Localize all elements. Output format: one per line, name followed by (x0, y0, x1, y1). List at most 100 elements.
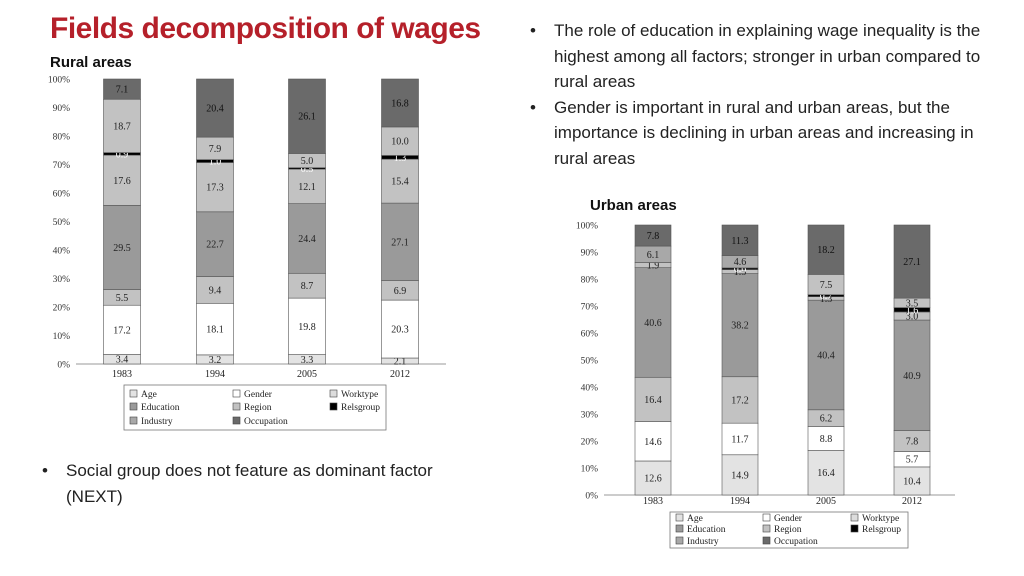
data-label: 18.7 (113, 121, 131, 132)
data-label: 27.1 (903, 257, 921, 268)
bar-segment-region (634, 376, 672, 422)
bar-segment-occupation (893, 224, 931, 299)
y-tick-label: 90% (581, 249, 599, 259)
data-label: 9.4 (209, 285, 222, 296)
y-tick-label: 30% (53, 275, 71, 285)
data-label: 0.6 (734, 264, 747, 275)
bar-segment-region (721, 376, 759, 424)
legend-entry: Relsgroup (862, 525, 901, 535)
data-label: 6.9 (394, 286, 407, 297)
y-tick-label: 60% (581, 330, 599, 340)
bar-segment-occupation (196, 78, 234, 138)
bar-segment-education (103, 205, 141, 290)
data-label: 40.4 (817, 350, 835, 361)
data-label: 29.5 (113, 243, 131, 254)
data-label: 2.1 (394, 357, 407, 368)
bar-segment-gender (103, 304, 141, 355)
data-label: 0.9 (116, 149, 129, 160)
data-label: 40.6 (644, 318, 662, 329)
y-tick-label: 90% (53, 104, 71, 114)
y-tick-label: 0% (585, 492, 598, 502)
bar-segment-gender (381, 299, 419, 359)
legend-entry: Region (774, 525, 802, 535)
x-tick-label: 1983 (643, 496, 663, 507)
data-label: 15.4 (391, 177, 409, 188)
rural-chart-label: Rural areas (50, 54, 132, 71)
data-label: 7.5 (820, 280, 833, 291)
note-social-group: Social group does not feature as dominan… (40, 458, 460, 509)
data-label: 24.4 (298, 234, 316, 245)
legend-swatch (129, 389, 138, 398)
legend-entry: Worktype (862, 514, 899, 524)
legend-entry: Relsgroup (341, 403, 380, 413)
bar-segment-occupation (721, 224, 759, 256)
data-label: 26.1 (298, 112, 316, 123)
data-label: 1.6 (906, 305, 919, 316)
data-label: 5.5 (116, 293, 129, 304)
note-list: Social group does not feature as dominan… (40, 458, 460, 509)
y-tick-label: 10% (53, 332, 71, 342)
data-label: 5.0 (301, 156, 314, 167)
legend-box (669, 511, 909, 549)
data-label: 1.5 (734, 267, 747, 278)
x-tick-label: 1994 (205, 369, 225, 380)
legend-swatch (129, 402, 138, 411)
y-tick-label: 40% (581, 384, 599, 394)
data-label: 17.2 (113, 325, 131, 336)
finding-gender: Gender is important in rural and urban a… (528, 95, 1008, 172)
bar-segment-region (288, 168, 326, 204)
legend-swatch (850, 524, 859, 533)
bar-segment-occupation (634, 224, 672, 247)
findings-list: The role of education in explaining wage… (528, 18, 1008, 171)
y-tick-label: 70% (581, 303, 599, 313)
data-label: 18.1 (206, 325, 224, 336)
legend-swatch (129, 416, 138, 425)
data-label: 10.0 (391, 137, 409, 148)
y-tick-label: 80% (581, 276, 599, 286)
legend-swatch (329, 389, 338, 398)
bar-segment-gender (196, 302, 234, 356)
legend-swatch (762, 536, 771, 545)
data-label: 19.8 (298, 322, 316, 333)
legend-swatch (762, 524, 771, 533)
x-tick-label: 2005 (297, 369, 317, 380)
data-label: 7.8 (647, 231, 660, 242)
data-label: 1.3 (820, 294, 833, 305)
bar-segment-region (381, 158, 419, 204)
legend-entry: Age (687, 514, 703, 524)
legend-entry: Occupation (244, 417, 288, 427)
data-label: 3.0 (906, 311, 919, 322)
bar-segment-region (196, 162, 234, 213)
y-tick-label: 80% (53, 133, 71, 143)
data-label: 5.7 (906, 455, 919, 466)
y-tick-label: 100% (576, 222, 598, 232)
bar-segment-education (893, 319, 931, 431)
data-label: 6.1 (647, 250, 660, 261)
legend-swatch (850, 513, 859, 522)
data-label: 14.9 (731, 470, 749, 481)
bar-segment-region (103, 154, 141, 206)
legend-swatch (675, 536, 684, 545)
bar-segment-age (721, 454, 759, 496)
data-label: 27.1 (391, 237, 409, 248)
data-label: 17.2 (731, 395, 749, 406)
y-tick-label: 70% (53, 161, 71, 171)
legend-box (123, 384, 387, 431)
bar-segment-occupation (807, 224, 845, 275)
data-label: 6.2 (820, 414, 833, 425)
y-tick-label: 20% (581, 438, 599, 448)
bar-segment-age (634, 460, 672, 496)
data-label: 7.8 (906, 437, 919, 448)
legend-entry: Gender (244, 390, 273, 400)
data-label: 18.2 (817, 245, 835, 256)
y-tick-label: 50% (581, 357, 599, 367)
data-label: 16.4 (817, 468, 835, 479)
bar-segment-occupation (103, 78, 141, 100)
data-label: 16.4 (644, 395, 662, 406)
data-label: 22.7 (206, 240, 224, 251)
data-label: 16.8 (391, 98, 409, 109)
bar-segment-region (196, 276, 234, 304)
y-tick-label: 40% (53, 247, 71, 257)
data-label: 12.6 (644, 473, 662, 484)
page-title: Fields decomposition of wages (50, 12, 481, 45)
